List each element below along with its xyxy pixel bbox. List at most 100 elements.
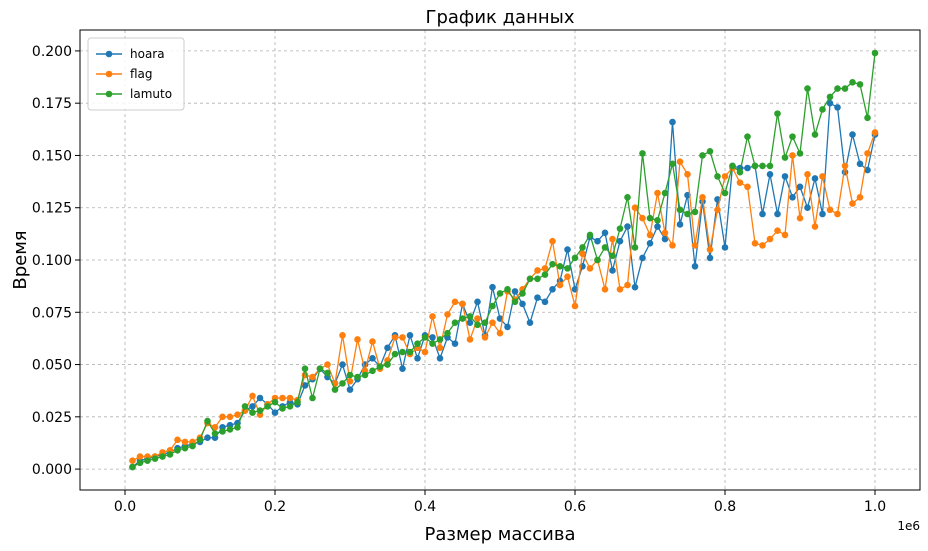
- data-point-lamuto: [151, 455, 159, 462]
- data-point-hoara: [819, 210, 826, 218]
- data-point-flag: [631, 204, 639, 212]
- data-point-hoara: [511, 288, 519, 295]
- legend-label-hoara: hoara: [130, 47, 165, 61]
- data-point-lamuto: [579, 244, 586, 251]
- data-point-hoara: [256, 394, 264, 402]
- legend-box: [87, 37, 185, 111]
- data-point-flag: [279, 394, 286, 402]
- data-point-lamuto: [361, 371, 369, 379]
- data-point-hoara: [399, 365, 406, 373]
- data-point-lamuto: [624, 193, 631, 201]
- data-point-flag: [864, 150, 871, 157]
- data-point-lamuto: [271, 398, 279, 406]
- data-point-flag: [699, 193, 706, 201]
- data-point-flag: [751, 239, 759, 247]
- data-point-hoara: [856, 160, 864, 168]
- data-point-flag: [849, 200, 856, 207]
- data-point-lamuto: [811, 131, 819, 138]
- data-point-hoara: [706, 254, 714, 262]
- series-lamuto: [129, 49, 879, 471]
- data-point-lamuto: [849, 78, 856, 86]
- y-tick-label: 0.000: [32, 462, 72, 478]
- data-point-lamuto: [534, 275, 541, 283]
- data-point-hoara: [594, 237, 601, 245]
- data-point-lamuto: [324, 369, 331, 377]
- y-tick-label: 0.125: [32, 201, 72, 217]
- data-point-hoara: [796, 183, 804, 191]
- data-point-flag: [586, 265, 594, 272]
- data-point-flag: [639, 214, 646, 222]
- data-point-lamuto: [639, 150, 646, 157]
- data-point-flag: [691, 242, 699, 249]
- data-point-flag: [736, 179, 744, 186]
- data-point-lamuto: [766, 162, 774, 170]
- x-axis-offset-label: 1e6: [897, 519, 920, 533]
- series-line-flag: [132, 132, 876, 462]
- series-layer: [129, 49, 879, 471]
- data-point-lamuto: [519, 290, 526, 297]
- data-point-hoara: [654, 223, 661, 230]
- data-point-flag: [474, 315, 481, 322]
- data-point-flag: [759, 242, 766, 249]
- data-point-hoara: [429, 334, 436, 341]
- data-point-hoara: [451, 340, 459, 347]
- data-point-flag: [234, 411, 241, 419]
- data-point-flag: [676, 158, 684, 166]
- data-point-flag: [489, 319, 496, 327]
- data-point-flag: [646, 231, 654, 239]
- x-axis-title: Размер массива: [425, 524, 576, 545]
- data-point-flag: [451, 298, 459, 306]
- data-point-flag: [601, 285, 609, 293]
- data-point-flag: [564, 273, 571, 281]
- data-point-lamuto: [526, 275, 534, 283]
- data-point-lamuto: [504, 285, 511, 293]
- data-point-flag: [181, 438, 189, 446]
- data-point-lamuto: [826, 93, 834, 101]
- data-point-lamuto: [429, 340, 436, 347]
- data-point-lamuto: [174, 446, 181, 454]
- data-point-flag: [219, 413, 226, 421]
- data-point-flag: [789, 152, 796, 159]
- data-point-flag: [571, 302, 579, 310]
- data-point-lamuto: [279, 405, 286, 412]
- data-point-flag: [174, 436, 181, 444]
- data-point-flag: [804, 170, 811, 178]
- data-point-flag: [579, 250, 586, 258]
- data-point-flag: [429, 313, 436, 320]
- data-point-lamuto: [226, 426, 234, 433]
- data-point-flag: [421, 348, 429, 356]
- y-tick-label: 0.025: [32, 410, 72, 426]
- data-point-flag: [324, 361, 331, 368]
- data-point-lamuto: [676, 206, 684, 214]
- data-point-lamuto: [661, 189, 669, 197]
- legend-item-lamuto: lamuto: [96, 87, 172, 101]
- legend-marker-hoara: [105, 50, 113, 58]
- data-point-flag: [826, 206, 834, 214]
- data-point-lamuto: [834, 85, 841, 92]
- data-point-hoara: [526, 319, 534, 327]
- data-point-hoara: [601, 229, 609, 237]
- data-point-lamuto: [691, 208, 699, 216]
- data-point-lamuto: [189, 442, 196, 450]
- data-point-lamuto: [796, 150, 804, 157]
- series-flag: [129, 129, 879, 465]
- data-point-hoara: [549, 285, 556, 293]
- data-point-lamuto: [714, 173, 721, 180]
- data-point-hoara: [249, 403, 256, 410]
- data-point-lamuto: [294, 398, 301, 406]
- data-point-lamuto: [601, 244, 609, 251]
- y-tick-label: 0.200: [32, 44, 72, 60]
- data-point-flag: [226, 413, 234, 421]
- data-point-lamuto: [219, 428, 226, 435]
- data-point-flag: [834, 210, 841, 218]
- data-point-flag: [766, 235, 774, 243]
- data-point-hoara: [466, 319, 474, 327]
- data-point-hoara: [541, 298, 549, 306]
- data-point-hoara: [519, 300, 526, 308]
- data-point-lamuto: [759, 162, 766, 170]
- data-point-lamuto: [346, 371, 354, 379]
- data-point-lamuto: [616, 225, 624, 232]
- chart-title: График данных: [426, 7, 575, 28]
- data-point-lamuto: [444, 329, 451, 337]
